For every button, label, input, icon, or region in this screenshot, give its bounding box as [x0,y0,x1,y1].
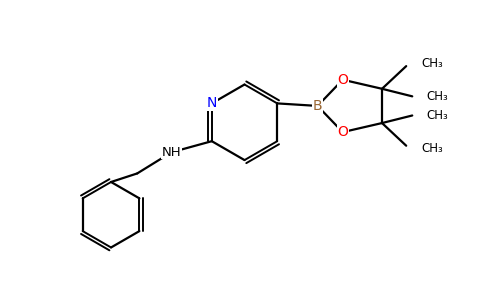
Text: CH₃: CH₃ [421,142,443,155]
Text: O: O [337,125,348,139]
Text: CH₃: CH₃ [426,109,448,122]
Text: CH₃: CH₃ [426,90,448,103]
Text: O: O [337,73,348,87]
Text: N: N [207,96,217,110]
Text: CH₃: CH₃ [421,57,443,70]
Text: NH: NH [162,146,182,159]
Text: B: B [313,99,322,113]
